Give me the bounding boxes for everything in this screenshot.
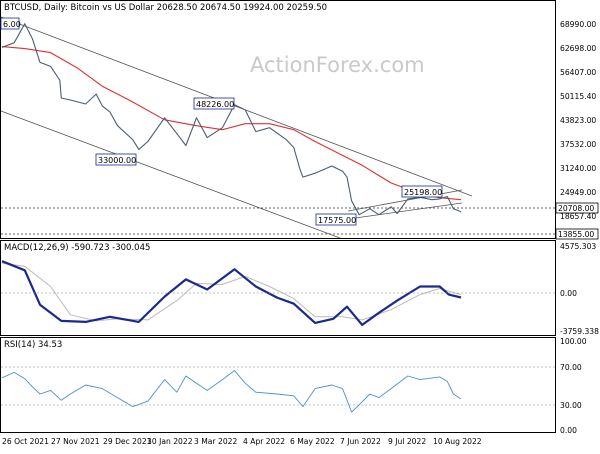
x-tick-label: 29 Dec 2021 [103,437,152,446]
macd-y-axis: 4575.303 0.00 -3759.338 [560,242,599,336]
annotation-label: 48226.00 [196,100,234,109]
x-tick-label: 3 Mar 2022 [194,437,237,446]
y-tick-label: 24949.00 [560,188,596,197]
price-series-line-2 [1,46,462,201]
level-label: 20708.00 [558,204,594,213]
triangle-lower-line [347,202,463,220]
y-tick-label: 31240.00 [560,164,596,173]
level-label: 13855.00 [558,230,594,239]
price-series [1,23,462,216]
x-tick-label: 26 Oct 2021 [2,437,49,446]
annotation-17575: 17575.00 [315,213,357,226]
x-tick-label: 6 May 2022 [290,437,335,446]
y-tick-label: 70.00 [560,363,582,372]
x-axis: 26 Oct 2021 27 Nov 2021 29 Dec 2021 30 J… [2,437,482,446]
y-tick-label: 100.00 [560,337,587,346]
y-tick-label: 50115.40 [560,92,596,101]
channel-lines [0,16,473,239]
x-tick-label: 27 Nov 2021 [51,437,100,446]
x-tick-label: 9 Jul 2022 [388,437,426,446]
annotation-48226: 48226.00 [193,97,235,110]
y-tick-label: 68990.00 [560,20,596,29]
rsi-panel [0,337,556,433]
rsi-header: RSI(14) 34.53 [4,340,62,350]
x-tick-label: 30 Jan 2022 [147,437,193,446]
rsi-series [1,370,462,413]
y-tick-label: -3759.338 [560,327,599,336]
price-y-axis: 68990.00 62698.00 56407.00 50115.40 4382… [560,20,596,221]
price-series-line-1 [1,23,462,216]
y-tick-label: 30.00 [560,401,582,410]
annotation-label: 25198.00 [404,188,442,197]
annotation-33000: 33000.00 [95,153,137,166]
watermark: ActionForex.com [250,53,425,77]
y-tick-label: 0.00 [560,426,577,435]
annotation-label: 6.00 [3,20,21,29]
triangle-upper-line [347,189,463,212]
annotation-label: 17575.00 [318,216,356,225]
annotation-25198: 25198.00 [401,185,443,198]
annotation-label: 33000.00 [98,156,136,165]
channel-lower-line [0,110,341,239]
price-header: BTCUSD, Daily: Bitcoin vs US Dollar 2062… [4,3,327,13]
macd-series [1,260,462,326]
y-tick-label: 18657.40 [560,212,596,221]
level-label-20708: 20708.00 [555,202,599,214]
y-tick-label: 0.00 [560,289,577,298]
level-label-13855: 13855.00 [555,228,599,240]
x-tick-label: 4 Apr 2022 [243,437,285,446]
x-tick-label: 10 Aug 2022 [433,437,482,446]
annotation-6: 6.00 [0,17,21,30]
macd-series-line-1 [1,260,462,326]
rsi-series-line-1 [1,370,462,413]
rsi-y-axis: 100.00 70.00 30.00 0.00 [560,337,587,435]
price-panel [0,0,556,239]
y-tick-label: 43823.00 [560,116,596,125]
y-tick-label: 62698.00 [560,44,596,53]
macd-header: MACD(12,26,9) -590.723 -300.045 [4,243,150,253]
y-tick-label: 37532.00 [560,140,596,149]
macd-series-line-2 [1,262,462,322]
y-tick-label: 4575.303 [560,242,596,251]
y-tick-label: 56407.00 [560,68,596,77]
x-tick-label: 7 Jun 2022 [340,437,381,446]
channel-upper-line [0,16,473,197]
